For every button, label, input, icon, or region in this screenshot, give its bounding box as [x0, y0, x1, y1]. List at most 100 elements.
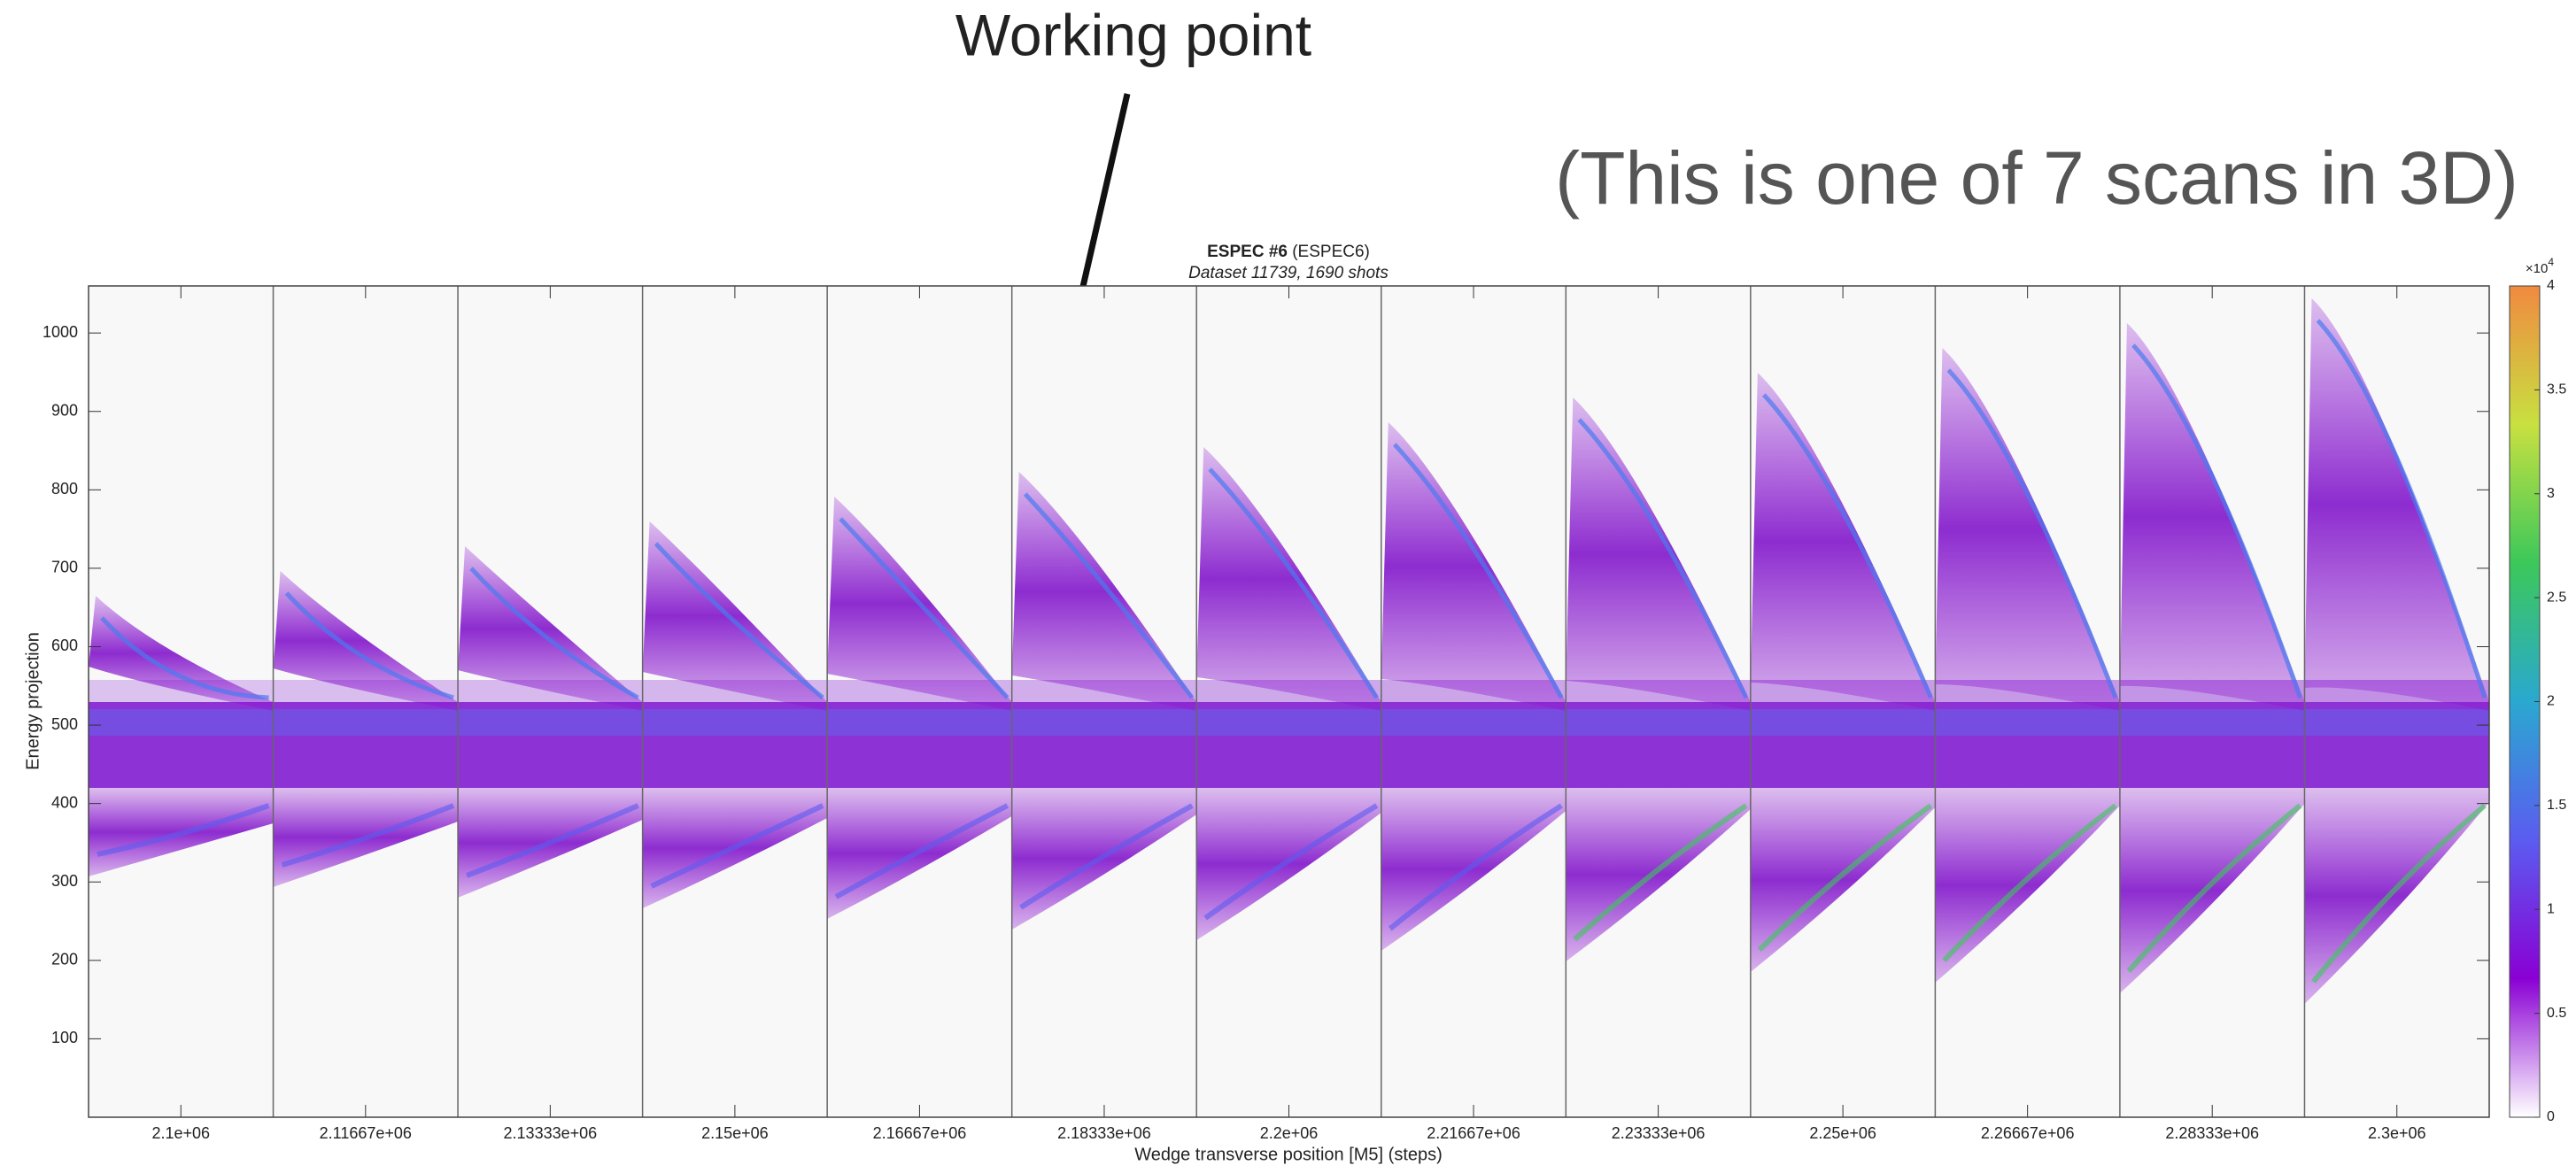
heatmap-lower-streak — [466, 803, 639, 878]
heatmap-panel — [1381, 422, 1566, 951]
x-tick-label: 2.3e+06 — [2368, 1124, 2426, 1142]
heatmap-upper-streak — [1762, 393, 1933, 698]
y-tick-label: 900 — [51, 401, 78, 419]
heatmap-lower-streak — [2311, 803, 2487, 984]
chart-title: ESPEC #6 (ESPEC6) — [1207, 243, 1370, 261]
x-tick-label: 2.23333e+06 — [1612, 1124, 1706, 1142]
heatmap-upper-streak — [284, 591, 454, 700]
heatmap-upper-streak — [2131, 343, 2302, 698]
heatmap-band — [1750, 702, 1936, 788]
heatmap-upper-streak — [1946, 368, 2118, 698]
heatmap-lower-tail — [1381, 788, 1566, 951]
heatmap-upper-curve — [273, 571, 459, 711]
annotation: Working point — [955, 2, 1311, 67]
heatmap-lower-streak — [1388, 803, 1563, 931]
title: ESPEC #6 — [1207, 243, 1288, 261]
x-tick-label: 2.18333e+06 — [1057, 1124, 1151, 1142]
heatmap-upper-curve — [2304, 298, 2489, 711]
subtitle: Dataset 11739, 1690 shots — [1188, 264, 1389, 282]
heatmap-band — [827, 702, 1012, 788]
x-tick-label: 2.26667e+06 — [1981, 1124, 2075, 1142]
x-tick-label: 2.25e+06 — [1809, 1124, 1876, 1142]
heatmap-upper-streak — [839, 517, 1010, 699]
heatmap-upper-curve — [1935, 348, 2120, 711]
heatmap-lower-tail — [1196, 788, 1381, 940]
heatmap-upper-streak — [1392, 443, 1564, 699]
heatmap-band — [642, 702, 828, 788]
colorbar-tick-label: 3 — [2547, 486, 2555, 501]
x-tick-label: 2.13333e+06 — [504, 1124, 598, 1142]
y-tick-label: 500 — [51, 715, 78, 733]
heatmap-panel — [273, 571, 459, 887]
y-tick-label: 800 — [51, 480, 78, 498]
heatmap-lower-tail — [1566, 788, 1751, 961]
heatmap-lower-streak — [1019, 803, 1194, 910]
heatmap-band-highlight — [642, 709, 828, 736]
heatmap-upper-streak — [2316, 319, 2487, 698]
colorbar-tick-label: 2 — [2547, 694, 2555, 709]
x-tick-label: 2.1e+06 — [151, 1124, 210, 1142]
multiplier-exponent: 4 — [2548, 256, 2554, 268]
plot-frame — [88, 285, 2490, 1118]
heatmap-band-highlight — [1935, 709, 2120, 736]
heatmap-band-highlight — [273, 709, 459, 736]
colorbar-tick-label: 4 — [2547, 278, 2555, 293]
heatmap-panel — [1750, 373, 1936, 972]
heatmap-lower-streak — [650, 803, 824, 889]
heatmap-panel — [1566, 397, 1751, 961]
colorbar-tick-label: 0.5 — [2547, 1006, 2566, 1021]
heatmap-panel — [89, 596, 274, 876]
colorbar-tick-label: 1.5 — [2547, 798, 2566, 813]
colorbar-tick-label: 0 — [2547, 1109, 2555, 1124]
x-tick-label: 2.16667e+06 — [873, 1124, 967, 1142]
heatmap-band-highlight — [1750, 709, 1936, 736]
heatmap-upper-curve — [458, 546, 643, 711]
heatmap-band — [2119, 702, 2305, 788]
heatmap-panel — [642, 521, 828, 908]
heatmap-panel — [1196, 447, 1381, 940]
heatmap-upper-streak — [1208, 467, 1379, 699]
heatmap-upper-streak — [469, 567, 639, 700]
y-tick-label: 400 — [51, 793, 78, 811]
x-tick-label: 2.15e+06 — [701, 1124, 769, 1142]
multiplier-base: ×10 — [2526, 261, 2548, 276]
y-tick-label: 100 — [51, 1029, 78, 1046]
heatmap-panel — [2304, 298, 2489, 1004]
heatmap-panel — [1935, 348, 2120, 983]
x-tick-label: 2.2e+06 — [1260, 1124, 1319, 1142]
heatmap-upper-curve — [89, 596, 274, 711]
colorbar-tick-label: 1 — [2547, 901, 2555, 916]
colorbar-tick-label: 2.5 — [2547, 590, 2566, 605]
heatmap-band-highlight — [1011, 709, 1197, 736]
title-suffix: (ESPEC6) — [1292, 243, 1370, 261]
heatmap-panel — [827, 497, 1012, 919]
heatmap-lower-streak — [834, 803, 1010, 899]
heatmap-band — [1011, 702, 1197, 788]
heatmap-upper-streak — [1577, 418, 1749, 699]
heatmap-upper-curve — [1566, 397, 1751, 711]
heatmap-upper-curve — [1381, 422, 1566, 711]
heatmap-upper-curve — [1750, 373, 1936, 711]
colorbar-tick-label: 3.5 — [2547, 382, 2566, 397]
heatmap-band — [1196, 702, 1381, 788]
heatmap-lower-streak — [281, 803, 455, 868]
y-tick-label: 1000 — [43, 323, 78, 341]
heatmap-band — [458, 702, 643, 788]
heatmap-band — [273, 702, 459, 788]
y-tick-label: 200 — [51, 951, 78, 968]
x-tick-label: 2.28333e+06 — [2165, 1124, 2259, 1142]
heatmap-band-highlight — [827, 709, 1012, 736]
heatmap-band — [1566, 702, 1751, 788]
x-tick-label: 2.21667e+06 — [1427, 1124, 1520, 1142]
x-tick-label: 2.11667e+06 — [320, 1124, 412, 1142]
heatmap-lower-streak — [1757, 803, 1933, 953]
heatmap-upper-curve — [2119, 323, 2305, 711]
heatmap-panel — [1011, 472, 1197, 930]
x-axis-label: Wedge transverse position [M5] (steps) — [1134, 1145, 1443, 1164]
heatmap-band — [89, 702, 274, 788]
y-tick-label: 700 — [51, 559, 78, 576]
y-axis-label: Energy projection — [23, 632, 43, 770]
y-tick-label: 300 — [51, 872, 78, 890]
